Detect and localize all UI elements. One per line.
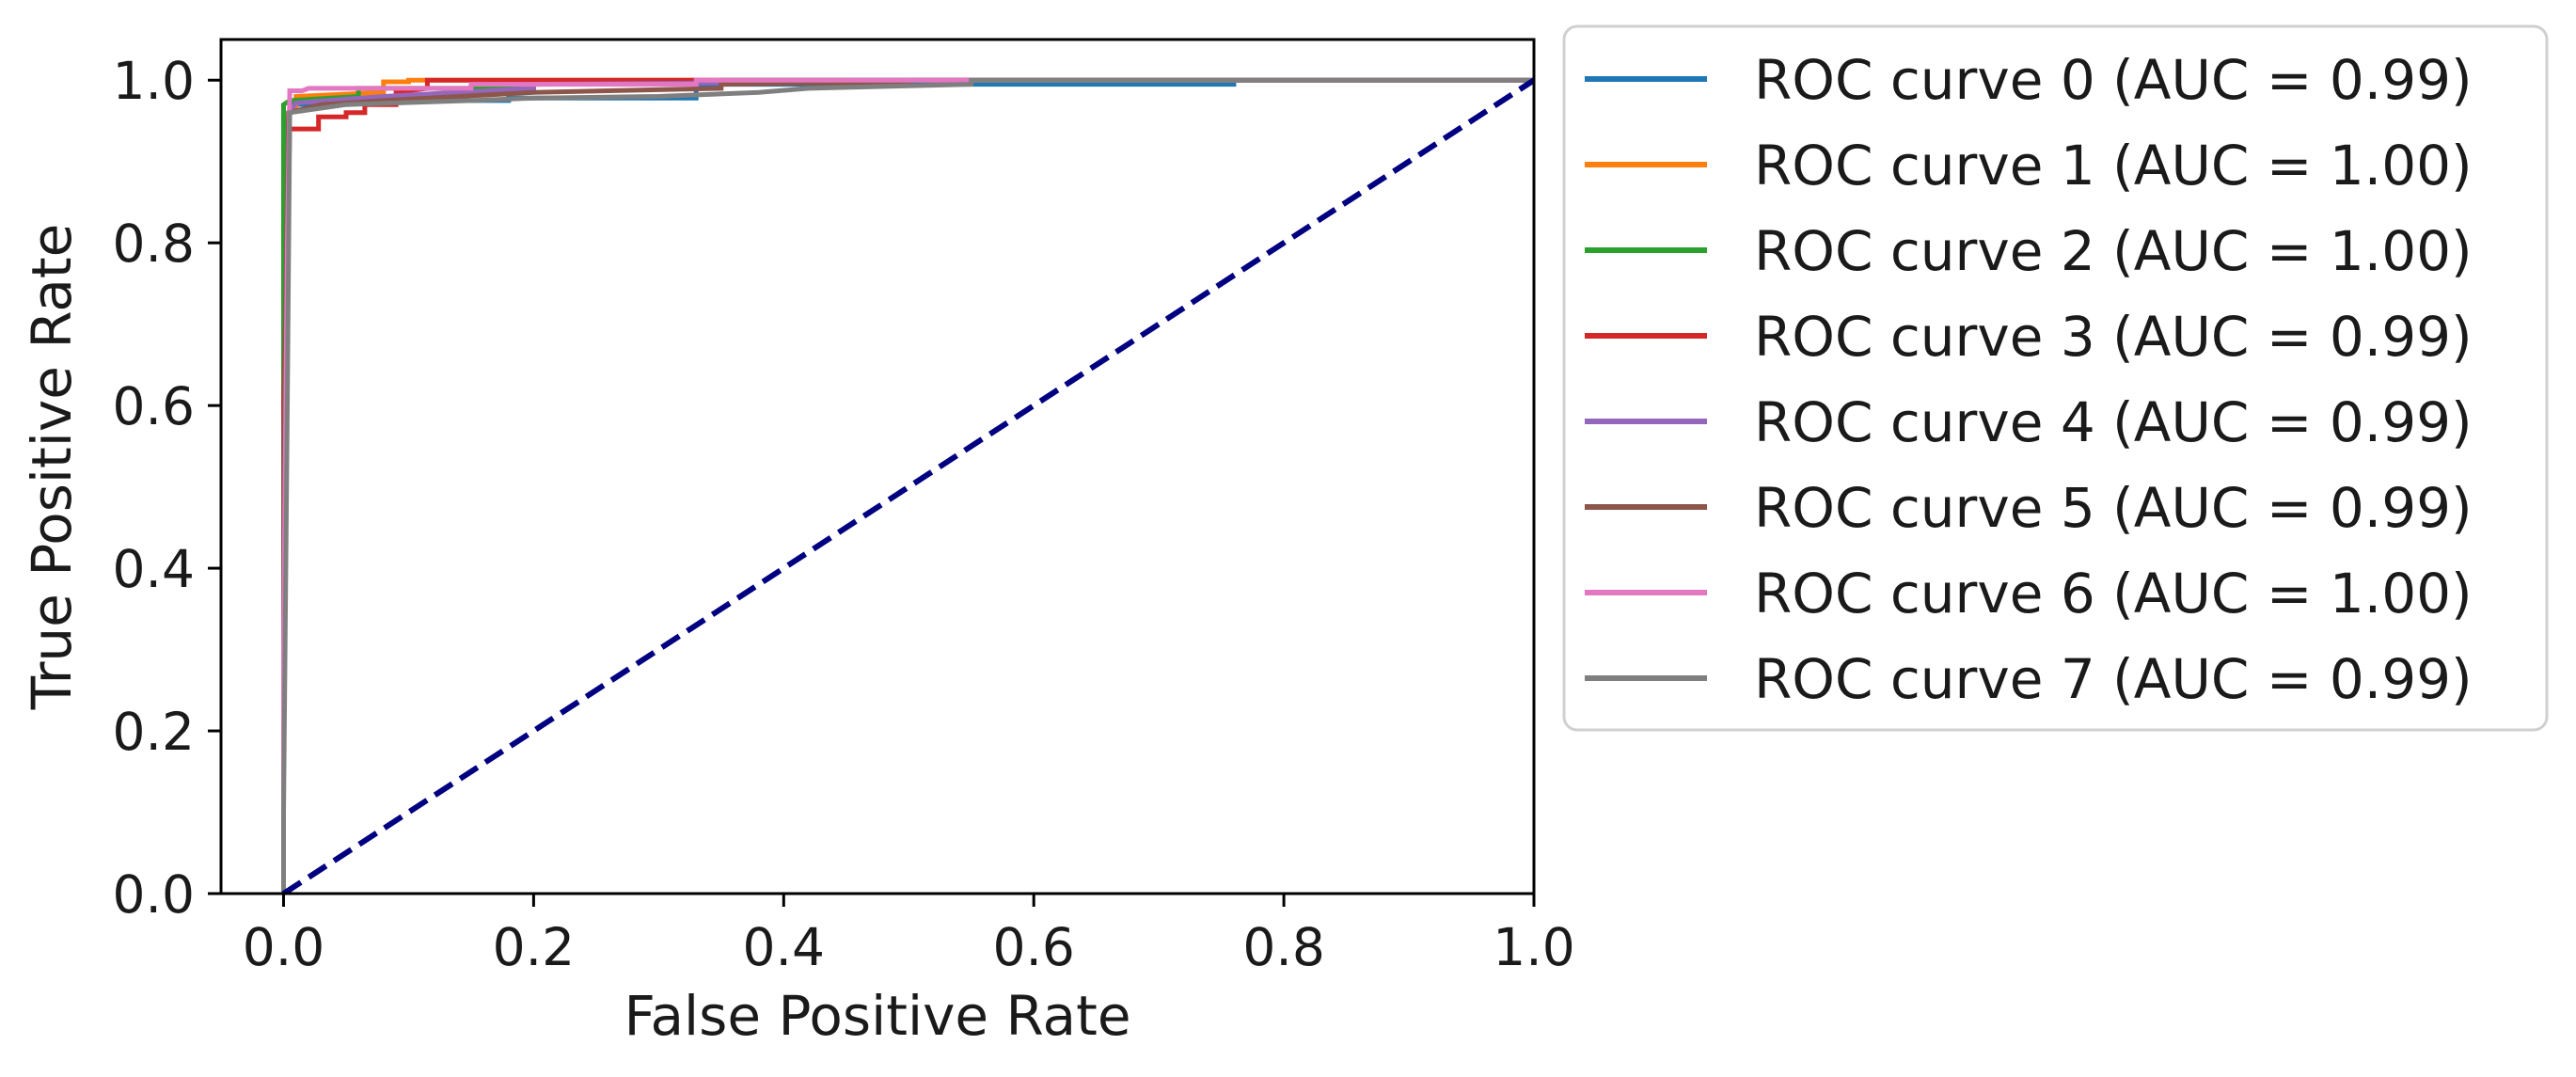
plot-frame <box>219 38 1536 895</box>
legend-label: ROC curve 0 (AUC = 0.99) <box>1754 48 2473 112</box>
x-tick-label: 0.8 <box>1242 917 1324 977</box>
legend-item: ROC curve 5 (AUC = 0.99) <box>1585 476 2473 540</box>
y-axis-label: True Positive Rate <box>20 224 84 711</box>
legend-item: ROC curve 2 (AUC = 1.00) <box>1585 219 2473 283</box>
y-tick-label: 0.4 <box>113 539 195 599</box>
roc-curve-7 <box>281 77 1534 894</box>
legend-item: ROC curve 7 (AUC = 0.99) <box>1585 647 2473 711</box>
x-tick-label: 1.0 <box>1493 917 1574 977</box>
legend-label: ROC curve 5 (AUC = 0.99) <box>1754 476 2473 540</box>
legend: ROC curve 0 (AUC = 0.99) ROC curve 1 (AUC… <box>1562 24 2549 732</box>
legend-label: ROC curve 1 (AUC = 1.00) <box>1754 134 2473 198</box>
legend-label: ROC curve 4 (AUC = 0.99) <box>1754 390 2473 454</box>
series-layer <box>281 77 1534 894</box>
x-tick-label: 0.2 <box>493 917 575 977</box>
x-tick-label: 0.0 <box>243 917 324 977</box>
legend-item: ROC curve 3 (AUC = 0.99) <box>1585 305 2473 369</box>
y-tick-label: 1.0 <box>113 51 195 111</box>
legend-item: ROC curve 0 (AUC = 0.99) <box>1585 48 2473 112</box>
y-tick-label: 0.2 <box>113 702 195 762</box>
x-tick-label: 0.6 <box>992 917 1074 977</box>
legend-item: ROC curve 6 (AUC = 1.00) <box>1585 562 2473 626</box>
y-tick-label: 0.0 <box>113 864 195 925</box>
legend-item: ROC curve 4 (AUC = 0.99) <box>1585 390 2473 454</box>
y-axis-ticks: 0.0 0.2 0.4 0.6 0.8 1.0 <box>113 51 221 925</box>
chance-diagonal-line <box>281 77 1534 894</box>
y-tick-label: 0.8 <box>113 214 195 274</box>
legend-item: ROC curve 1 (AUC = 1.00) <box>1585 134 2473 198</box>
y-tick-label: 0.6 <box>113 376 195 436</box>
legend-label: ROC curve 3 (AUC = 0.99) <box>1754 305 2473 369</box>
legend-box <box>1562 24 2549 732</box>
legend-label: ROC curve 7 (AUC = 0.99) <box>1754 647 2473 711</box>
x-axis-ticks: 0.0 0.2 0.4 0.6 0.8 1.0 <box>243 894 1575 977</box>
legend-label: ROC curve 2 (AUC = 1.00) <box>1754 219 2473 283</box>
legend-label: ROC curve 6 (AUC = 1.00) <box>1754 562 2473 626</box>
x-axis-label: False Positive Rate <box>624 984 1130 1048</box>
x-tick-label: 0.4 <box>743 917 825 977</box>
